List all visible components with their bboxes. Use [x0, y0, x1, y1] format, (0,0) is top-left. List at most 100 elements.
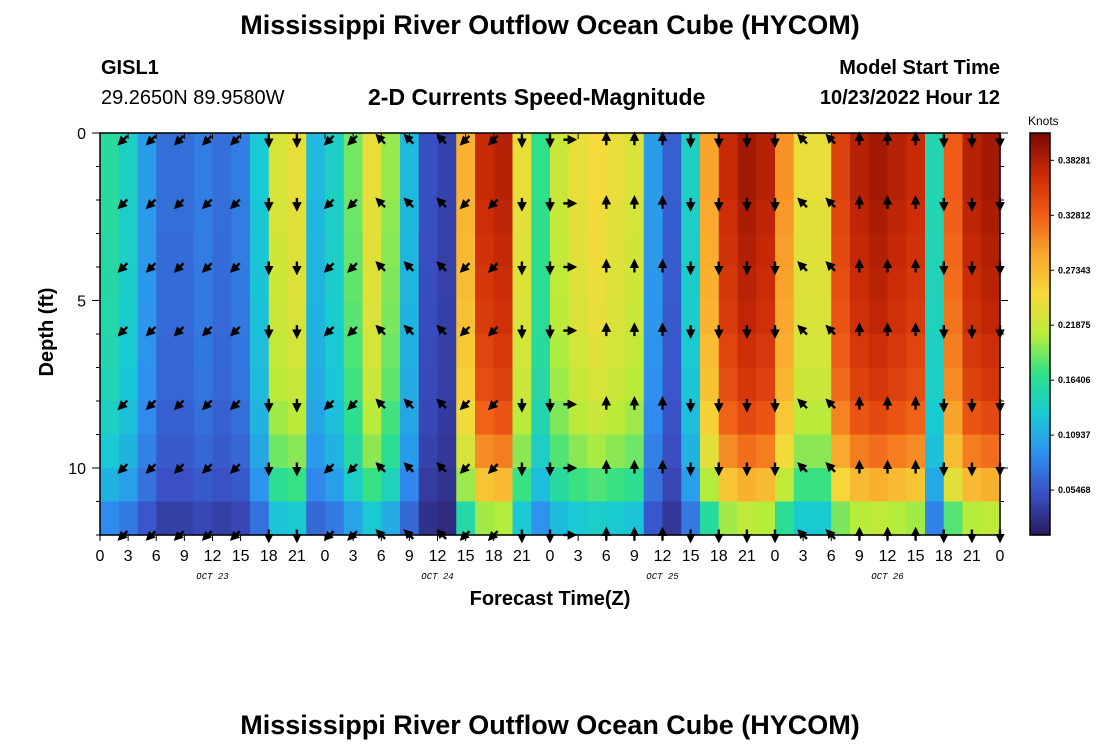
heatmap-cell — [343, 501, 364, 536]
heatmap-cell — [550, 501, 570, 536]
heatmap-cell — [700, 401, 720, 436]
heatmap-cell — [587, 233, 607, 268]
heatmap-cell — [568, 501, 589, 536]
colorbar-swatch — [1030, 518, 1050, 523]
colorbar-swatch — [1030, 347, 1050, 352]
heatmap-cell — [643, 434, 664, 469]
current-arrow — [117, 463, 129, 474]
heatmap-cell — [156, 133, 176, 168]
heatmap-cell — [943, 401, 964, 436]
heatmap-cell — [325, 133, 345, 168]
colorbar-swatch — [1030, 250, 1050, 255]
heatmap-cell — [550, 166, 570, 201]
x-tick-label: 15 — [682, 548, 700, 565]
heatmap-cell — [925, 233, 945, 268]
colorbar-swatch — [1030, 133, 1050, 137]
heatmap-cell — [250, 434, 270, 469]
current-arrow — [201, 399, 213, 411]
heatmap-cell — [550, 133, 570, 168]
heatmap-cell — [343, 468, 364, 503]
heatmap-cell — [493, 166, 514, 201]
heatmap-cell — [868, 300, 889, 335]
heatmap-cell — [231, 233, 251, 268]
heatmap-cell — [475, 501, 495, 536]
heatmap-cell — [906, 334, 926, 369]
heatmap-cell — [418, 501, 439, 536]
heatmap-cell — [868, 166, 889, 201]
heatmap-cell — [925, 200, 945, 235]
heatmap-cell — [756, 401, 776, 436]
heatmap-cell — [268, 367, 289, 402]
colorbar-swatch — [1030, 354, 1050, 359]
heatmap-cell — [287, 300, 307, 335]
current-arrow — [797, 398, 808, 410]
colorbar-tick-label: 0.32812 — [1058, 210, 1091, 220]
heatmap-cell — [381, 166, 401, 201]
colorbar-swatch — [1030, 327, 1050, 332]
heatmap-cell — [531, 166, 551, 201]
colorbar-swatch — [1030, 374, 1050, 379]
colorbar-swatch — [1030, 417, 1050, 422]
heatmap-cell — [250, 133, 270, 168]
current-arrow — [375, 324, 386, 336]
x-tick-label: 6 — [152, 548, 161, 565]
current-arrow — [436, 197, 447, 209]
heatmap-cell — [531, 501, 551, 536]
heatmap-cell — [662, 233, 682, 268]
heatmap-cell — [662, 468, 682, 503]
heatmap-cell — [343, 401, 364, 436]
current-arrow — [487, 198, 499, 210]
heatmap-cell — [475, 367, 495, 402]
heatmap-cell — [700, 468, 720, 503]
colorbar-swatch — [1030, 357, 1050, 362]
heatmap-cell — [418, 133, 439, 168]
heatmap-cell — [625, 166, 645, 201]
current-arrow — [323, 134, 335, 146]
colorbar-swatch — [1030, 360, 1050, 365]
heatmap-cell — [943, 367, 964, 402]
heatmap-cell — [400, 501, 420, 536]
heatmap-cell — [531, 233, 551, 268]
colorbar-swatch — [1030, 390, 1050, 395]
heatmap-cell — [418, 468, 439, 503]
heatmap-cell — [943, 468, 964, 503]
heatmap-cell — [831, 334, 851, 369]
heatmap-cell — [793, 166, 814, 201]
heatmap-cell — [175, 501, 195, 536]
heatmap-cell — [943, 166, 964, 201]
current-arrow — [229, 463, 241, 474]
heatmap-cell — [400, 334, 420, 369]
heatmap-cell — [418, 334, 439, 369]
heatmap-cell — [287, 334, 307, 369]
x-tick-label: 9 — [855, 548, 864, 565]
current-arrow — [459, 198, 471, 210]
colorbar-swatch — [1030, 156, 1050, 161]
colorbar-swatch — [1030, 484, 1050, 489]
heatmap-cell — [868, 468, 889, 503]
heatmap-cell — [512, 300, 532, 335]
heatmap-cell — [306, 200, 326, 235]
heatmap-cell — [456, 200, 476, 235]
heatmap-cell — [887, 401, 907, 436]
x-tick-label: 3 — [799, 548, 808, 565]
heatmap-cell — [906, 200, 926, 235]
heatmap-cell — [231, 166, 251, 201]
heatmap-cell — [118, 367, 139, 402]
heatmap-cell — [625, 334, 645, 369]
heatmap-cell — [962, 434, 982, 469]
current-arrow — [117, 325, 129, 337]
heatmap-cell — [681, 267, 701, 302]
heatmap-cell — [700, 166, 720, 201]
colorbar-swatch — [1030, 220, 1050, 225]
current-arrow — [797, 133, 808, 145]
colorbar-swatch — [1030, 246, 1050, 251]
heatmap-cell — [381, 468, 401, 503]
current-arrow — [436, 133, 447, 145]
heatmap-cell — [906, 166, 926, 201]
colorbar-swatch — [1030, 424, 1050, 429]
heatmap-cell — [137, 468, 157, 503]
colorbar-swatch — [1030, 297, 1050, 302]
heatmap-cell — [175, 367, 195, 402]
heatmap-cell — [906, 367, 926, 402]
colorbar-swatch — [1030, 494, 1050, 499]
